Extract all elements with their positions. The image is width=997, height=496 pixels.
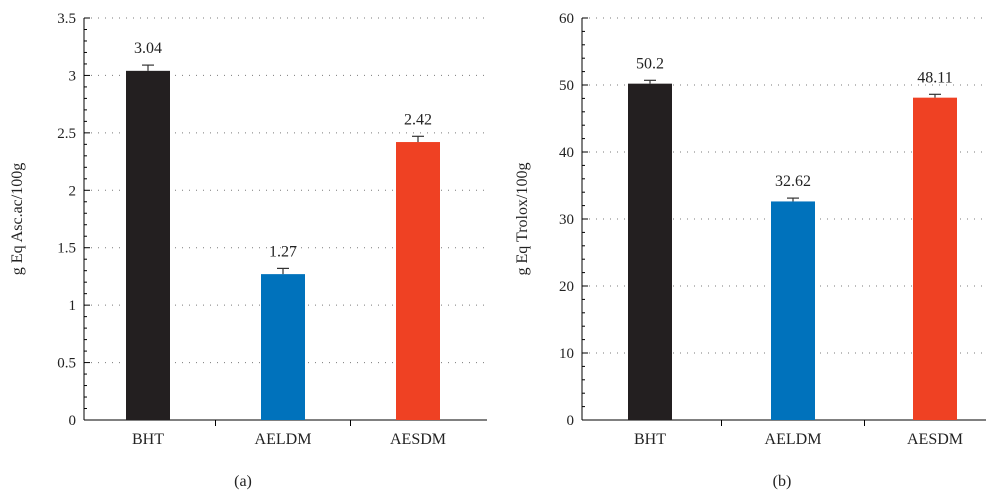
y-tick-label: 0: [567, 413, 575, 429]
y-tick-label: 40: [559, 145, 574, 161]
y-tick-label: 1: [69, 298, 77, 314]
x-tick-label: AELDM: [765, 431, 822, 448]
y-tick-label: 2: [69, 183, 77, 199]
y-tick-label: 10: [559, 346, 574, 362]
x-tick-label: AESDM: [390, 431, 446, 448]
y-tick-label: 30: [559, 212, 574, 228]
x-tick-label: BHT: [132, 431, 164, 448]
bar-aesdm: [396, 142, 440, 420]
bar-aesdm: [913, 97, 957, 421]
y-axis-label: g Eq Trolox/100g: [514, 163, 531, 276]
y-tick-label: 50: [559, 78, 574, 94]
panel-label: (b): [773, 473, 792, 490]
x-tick-label: AELDM: [255, 431, 312, 448]
y-tick-label: 1.5: [57, 241, 76, 257]
data-label: 2.42: [404, 111, 432, 128]
y-tick-label: 60: [559, 11, 574, 27]
y-tick-label: 3: [69, 68, 77, 84]
y-tick-label: 2.5: [57, 126, 76, 142]
y-axis-label: g Eq Asc.ac/100g: [9, 163, 26, 275]
y-tick-label: 3.5: [57, 11, 76, 27]
bar-aeldm: [771, 201, 815, 420]
y-tick-label: 0: [69, 413, 77, 429]
y-tick-label: 0.5: [57, 356, 76, 372]
panel-label: (a): [234, 473, 252, 490]
chart-panel-a: 0 0.5 1 1.5 2 2.5 3 3.5 3.04 BHT 1.27 AELDM 2.42 AESD…: [9, 11, 487, 490]
bar-bht: [628, 83, 672, 420]
bar-aeldm: [261, 274, 305, 420]
bar-bht: [126, 70, 170, 420]
x-tick-label: BHT: [634, 431, 666, 448]
x-tick-label: AESDM: [907, 431, 963, 448]
data-label: 32.62: [775, 173, 811, 190]
y-tick-label: 20: [559, 279, 574, 295]
data-label: 3.04: [134, 40, 162, 57]
data-label: 50.2: [636, 55, 664, 72]
data-label: 48.11: [917, 69, 952, 86]
data-label: 1.27: [269, 243, 297, 260]
chart-panel-b: 0 10 20 30 40 50 60 50.2 BHT 32.62 AELDM 48.11 AESDM…: [514, 11, 986, 490]
